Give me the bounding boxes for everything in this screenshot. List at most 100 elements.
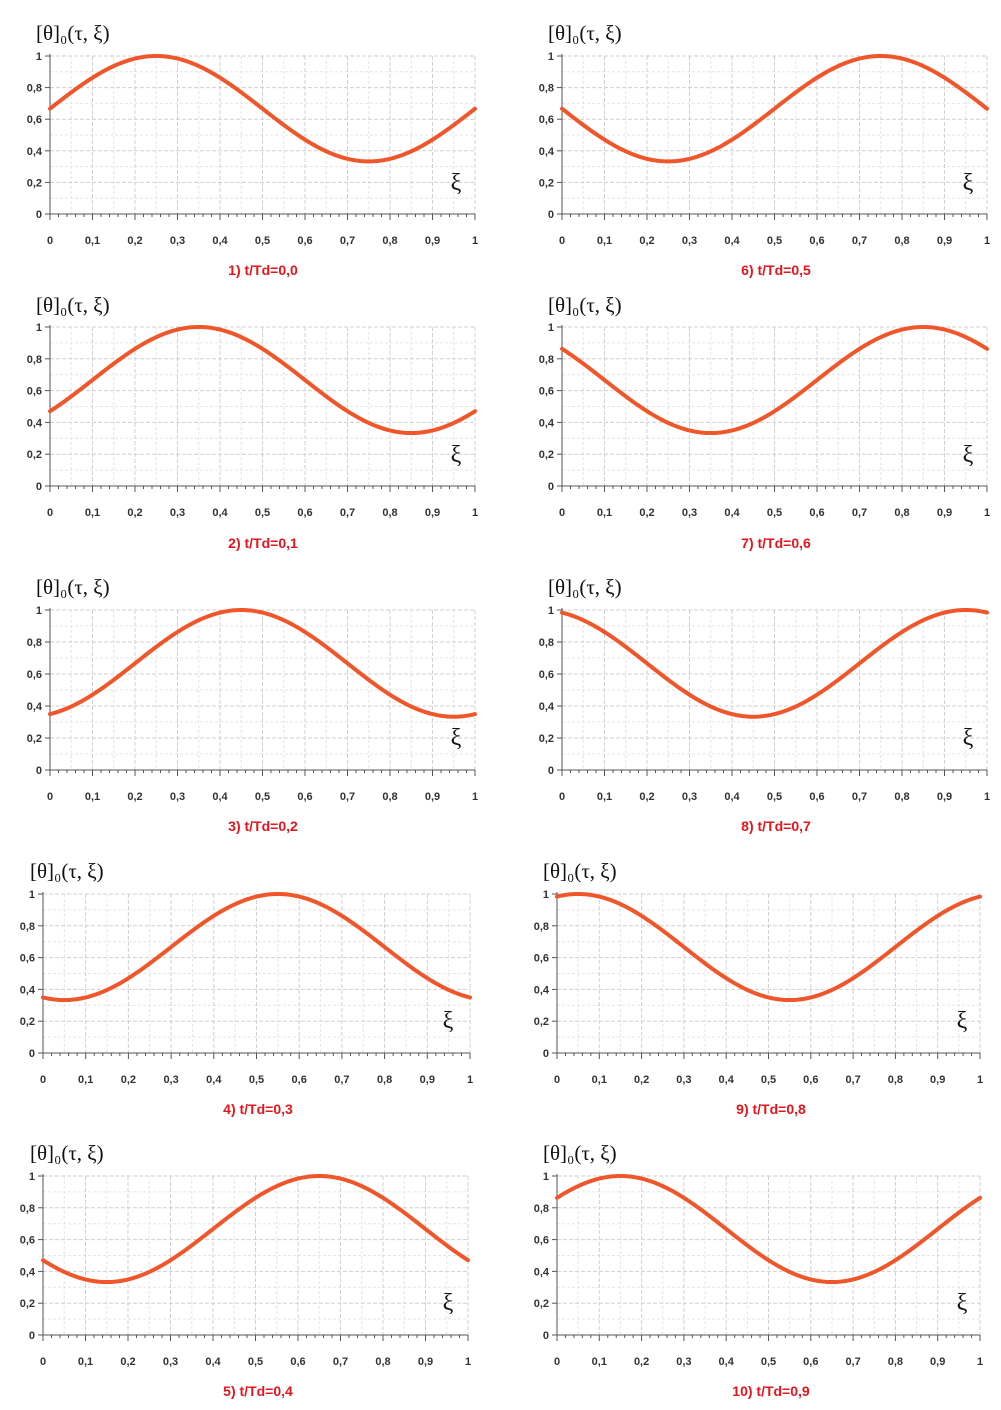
x-tick-label: 1 — [984, 507, 990, 519]
y-axis-label: [θ]₀(τ, ξ) — [36, 575, 110, 599]
x-tick-label: 0,7 — [334, 1074, 349, 1086]
x-tick-label: 1 — [984, 791, 990, 803]
x-tick-label: 1 — [977, 1074, 983, 1086]
y-tick-label: 1 — [36, 51, 42, 63]
x-tick-label: 0,4 — [724, 791, 740, 803]
x-tick-label: 0,2 — [121, 1074, 136, 1086]
y-tick-label: 0,8 — [534, 1203, 549, 1215]
y-tick-label: 0,4 — [20, 984, 36, 996]
x-axis-symbol: ξ — [963, 725, 974, 751]
x-tick-label: 0,8 — [894, 791, 909, 803]
x-tick-label: 0 — [559, 235, 565, 247]
x-axis-symbol: ξ — [451, 725, 462, 751]
y-tick-label: 0,2 — [539, 733, 554, 745]
x-tick-label: 0,8 — [888, 1356, 903, 1368]
x-tick-label: 0,8 — [894, 507, 909, 519]
y-tick-label: 0,2 — [534, 1298, 549, 1310]
x-tick-label: 0,1 — [85, 235, 100, 247]
x-tick-label: 1 — [467, 1074, 473, 1086]
chart-caption: 2) t/Td=0,1 — [228, 535, 298, 551]
y-tick-label: 0,2 — [27, 733, 42, 745]
y-tick-label: 0 — [29, 1330, 35, 1342]
y-tick-label: 1 — [29, 889, 35, 901]
x-axis-symbol: ξ — [443, 1290, 454, 1316]
x-axis-symbol: ξ — [451, 442, 462, 468]
series-line — [48, 325, 477, 436]
x-tick-label: 0,1 — [597, 235, 612, 247]
chart-panel-1: 0 0,1 0,2 0,3 0,4 0,5 0,6 0,7 0,8 0,9 1 0 0,2 0,4 0,6 0… — [27, 21, 478, 278]
x-tick-label: 0,5 — [767, 235, 782, 247]
y-tick-label: 0,6 — [539, 114, 554, 126]
y-tick-label: 1 — [36, 322, 42, 334]
y-tick-label: 0 — [548, 481, 554, 493]
y-axis-label: [θ]₀(τ, ξ) — [548, 575, 622, 599]
x-tick-label: 0,7 — [852, 235, 867, 247]
y-tick-label: 0,8 — [27, 637, 42, 649]
y-tick-label: 0,2 — [27, 449, 42, 461]
x-tick-label: 0,2 — [639, 507, 654, 519]
x-axis-symbol: ξ — [963, 170, 974, 196]
x-tick-label: 0,2 — [639, 235, 654, 247]
x-tick-label: 0,5 — [248, 1356, 263, 1368]
y-tick-label: 0,2 — [27, 177, 42, 189]
x-axis-symbol: ξ — [957, 1290, 968, 1316]
chart-panel-9: 0 0,1 0,2 0,3 0,4 0,5 0,6 0,7 0,8 0,9 1 0 0,2 0,4 0,6 0… — [534, 859, 983, 1117]
x-tick-label: 0,3 — [170, 791, 185, 803]
y-tick-label: 0,2 — [534, 1016, 549, 1028]
y-tick-label: 0,4 — [539, 701, 555, 713]
y-tick-label: 0,8 — [20, 921, 35, 933]
y-tick-label: 0 — [36, 209, 42, 221]
x-tick-label: 0,6 — [297, 791, 312, 803]
chart-caption: 9) t/Td=0,8 — [736, 1101, 806, 1117]
y-axis-label: [θ]₀(τ, ξ) — [548, 293, 622, 317]
x-tick-label: 0,9 — [425, 507, 440, 519]
x-tick-label: 0,5 — [255, 791, 270, 803]
x-tick-label: 1 — [977, 1356, 983, 1368]
x-tick-label: 0,2 — [127, 507, 142, 519]
y-tick-label: 0 — [29, 1048, 35, 1060]
y-tick-label: 0,6 — [27, 669, 42, 681]
x-tick-label: 0,3 — [682, 507, 697, 519]
x-tick-label: 0,9 — [937, 791, 952, 803]
x-tick-label: 0,6 — [809, 235, 824, 247]
series-line — [560, 54, 989, 164]
x-tick-label: 0,4 — [212, 791, 228, 803]
x-tick-label: 0,6 — [803, 1356, 818, 1368]
x-tick-label: 0,1 — [78, 1356, 93, 1368]
y-axis-label: [θ]₀(τ, ξ) — [36, 293, 110, 317]
chart-panel-6: 0 0,1 0,2 0,3 0,4 0,5 0,6 0,7 0,8 0,9 1 0 0,2 0,4 0,6 0… — [539, 21, 990, 278]
x-tick-label: 0,6 — [297, 235, 312, 247]
y-tick-label: 0,8 — [534, 921, 549, 933]
x-tick-label: 0,7 — [845, 1074, 860, 1086]
x-tick-label: 0 — [40, 1074, 46, 1086]
x-tick-label: 0,2 — [127, 791, 142, 803]
x-tick-label: 0,2 — [120, 1356, 135, 1368]
x-tick-label: 0,8 — [888, 1074, 903, 1086]
y-tick-label: 1 — [543, 889, 549, 901]
x-tick-label: 0,6 — [809, 791, 824, 803]
y-tick-label: 0,6 — [539, 386, 554, 398]
x-tick-label: 0,1 — [85, 507, 100, 519]
y-tick-label: 0,4 — [534, 984, 550, 996]
x-tick-label: 0,1 — [78, 1074, 93, 1086]
y-tick-label: 0 — [36, 765, 42, 777]
x-tick-label: 0,1 — [592, 1074, 607, 1086]
x-tick-label: 0,2 — [639, 791, 654, 803]
y-tick-label: 0,2 — [539, 449, 554, 461]
x-tick-label: 0,8 — [382, 507, 397, 519]
x-tick-label: 0 — [40, 1356, 46, 1368]
series-line — [560, 608, 989, 719]
x-tick-label: 1 — [472, 507, 478, 519]
x-tick-label: 0,3 — [163, 1074, 178, 1086]
y-tick-label: 1 — [548, 605, 554, 617]
y-axis-label: [θ]₀(τ, ξ) — [543, 859, 617, 883]
y-tick-label: 0,4 — [539, 417, 555, 429]
y-tick-label: 0,6 — [534, 1235, 549, 1247]
chart-caption: 10) t/Td=0,9 — [732, 1383, 810, 1399]
series-line — [560, 325, 989, 436]
x-tick-label: 0,5 — [255, 235, 270, 247]
y-axis-label: [θ]₀(τ, ξ) — [543, 1141, 617, 1165]
y-tick-label: 0,2 — [20, 1016, 35, 1028]
x-tick-label: 0,4 — [724, 507, 740, 519]
y-tick-label: 0,6 — [27, 386, 42, 398]
